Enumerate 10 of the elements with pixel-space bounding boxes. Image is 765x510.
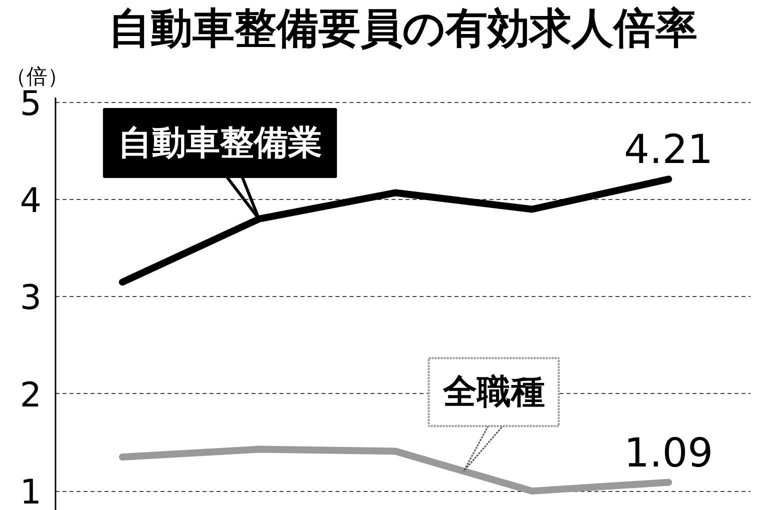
y-tick-label: 3	[20, 278, 42, 318]
data-label: 1.09	[624, 430, 714, 476]
series-label: 全職種	[442, 372, 545, 412]
chart-title: 自動車整備要員の有効求人倍率	[108, 4, 698, 52]
y-tick-label: 4	[20, 181, 42, 222]
y-tick-label: 2	[20, 375, 42, 416]
series-label: 自動車整備業	[118, 122, 322, 163]
y-tick-label: 1	[20, 472, 42, 510]
y-axis-title: （倍）	[6, 64, 68, 88]
data-label: 4.21	[624, 127, 714, 174]
